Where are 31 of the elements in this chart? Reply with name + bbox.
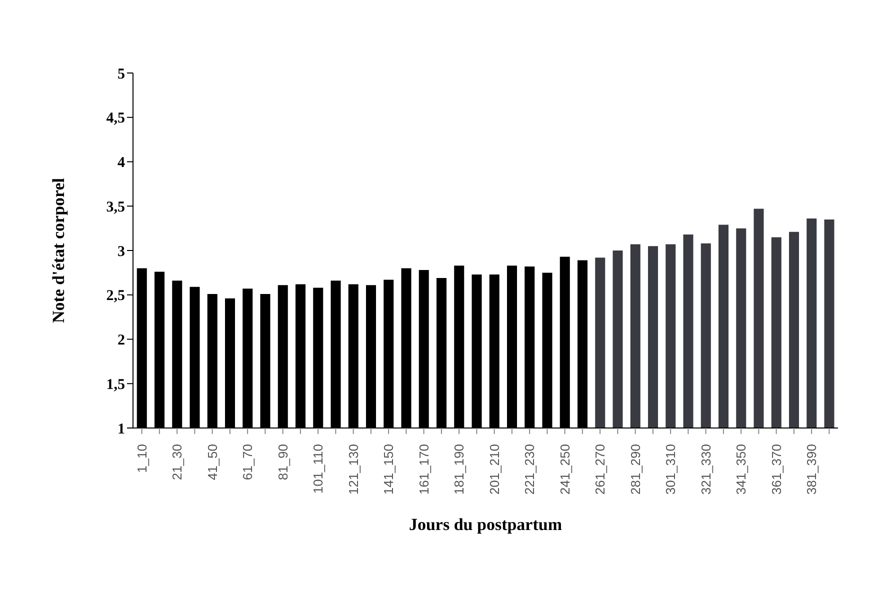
x-tick-label: 161_170 [416, 444, 432, 495]
x-tick-label: 201_210 [486, 444, 502, 495]
x-tick-label: 381_390 [804, 444, 820, 495]
x-tick-label: 361_370 [768, 444, 784, 495]
x-tick-label: 61_70 [240, 444, 256, 480]
y-tick-label: 4 [118, 155, 126, 172]
x-tick-label: 261_270 [592, 444, 608, 495]
y-tick-label: 1,5 [106, 376, 125, 393]
y-tick-label: 3,5 [106, 199, 125, 216]
x-tick-label: 281_290 [628, 444, 643, 495]
x-tick-label: 101_110 [310, 444, 326, 494]
x-axis-title: Jours du postpartum [408, 515, 562, 534]
x-tick-label: 181_190 [452, 444, 467, 495]
y-tick-label: 3 [118, 244, 125, 260]
x-tick-label: 21_30 [170, 444, 185, 480]
y-axis-title: Note d'état corporel [49, 178, 68, 324]
x-tick-label: 341_350 [734, 444, 749, 495]
x-tick-label: 241_250 [557, 444, 572, 495]
x-tick-label: 41_50 [204, 444, 220, 480]
y-tick-label: 5 [118, 66, 125, 82]
x-tick-label: 221_230 [522, 444, 538, 495]
x-tick-label: 1_10 [134, 444, 150, 473]
x-tick-label: 301_310 [663, 444, 678, 495]
y-tick-label: 2 [118, 332, 125, 349]
x-tick-label: 321_330 [698, 444, 714, 495]
x-tick-label: 81_90 [275, 444, 290, 480]
x-tick-label: 121_130 [346, 444, 361, 495]
y-tick-label: 2,5 [106, 288, 125, 304]
x-tick-label: 141_150 [381, 444, 396, 495]
y-tick-label: 4,5 [106, 110, 125, 127]
y-tick-label: 1 [118, 421, 125, 438]
